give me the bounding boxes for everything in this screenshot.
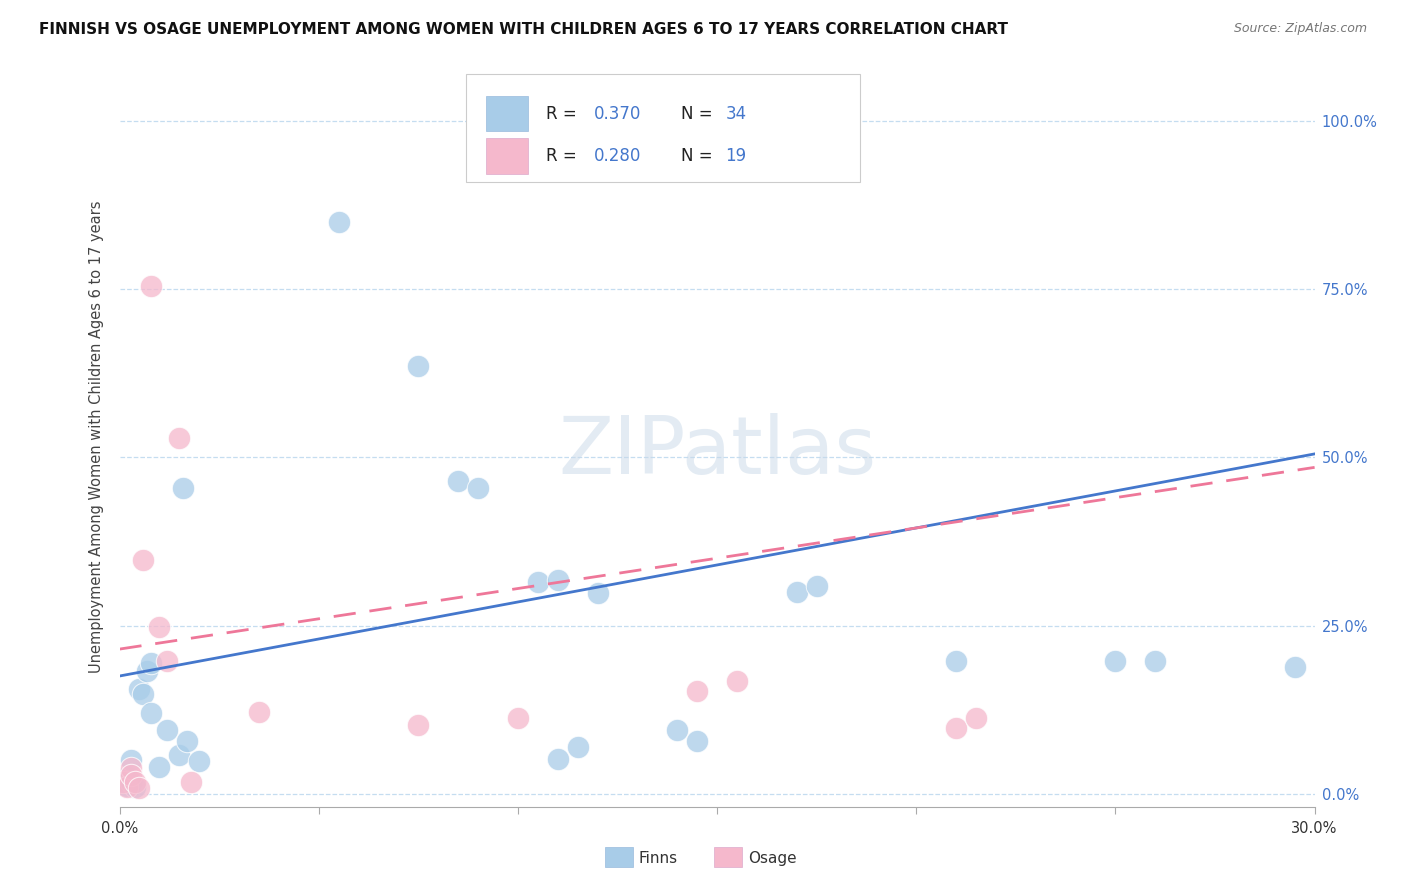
Point	[567, 739, 589, 754]
Point	[408, 359, 430, 374]
Point	[176, 734, 198, 748]
Text: 19: 19	[725, 147, 747, 165]
Point	[188, 755, 211, 769]
Point	[1284, 660, 1306, 674]
Point	[121, 774, 143, 789]
Point	[247, 705, 270, 719]
Point	[121, 761, 143, 775]
Point	[686, 684, 709, 698]
FancyBboxPatch shape	[486, 138, 529, 174]
Point	[124, 780, 146, 794]
Point	[725, 673, 748, 688]
Text: N =: N =	[682, 104, 718, 122]
Text: FINNISH VS OSAGE UNEMPLOYMENT AMONG WOMEN WITH CHILDREN AGES 6 TO 17 YEARS CORRE: FINNISH VS OSAGE UNEMPLOYMENT AMONG WOME…	[39, 22, 1008, 37]
Point	[112, 774, 135, 789]
Point	[666, 723, 689, 737]
Point	[141, 656, 163, 670]
Text: 34: 34	[725, 104, 747, 122]
Point	[945, 654, 967, 668]
Point	[586, 586, 609, 600]
Text: N =: N =	[682, 147, 718, 165]
Text: 0.280: 0.280	[593, 147, 641, 165]
Point	[128, 781, 150, 796]
Point	[547, 573, 569, 587]
Point	[117, 780, 139, 794]
Point	[148, 620, 170, 634]
Point	[117, 770, 139, 784]
Point	[547, 752, 569, 766]
Point	[112, 773, 135, 788]
FancyBboxPatch shape	[486, 95, 529, 131]
Text: Osage: Osage	[748, 851, 797, 865]
Text: R =: R =	[546, 104, 582, 122]
Point	[124, 774, 146, 789]
Point	[686, 734, 709, 748]
Text: 0.370: 0.370	[593, 104, 641, 122]
Point	[169, 432, 191, 446]
Point	[148, 760, 170, 774]
Text: ZIPatlas: ZIPatlas	[558, 413, 876, 491]
Point	[121, 753, 143, 767]
Point	[328, 215, 350, 229]
Text: R =: R =	[546, 147, 582, 165]
Point	[117, 779, 139, 793]
Point	[128, 682, 150, 697]
Y-axis label: Unemployment Among Women with Children Ages 6 to 17 years: Unemployment Among Women with Children A…	[89, 201, 104, 673]
Point	[965, 711, 987, 725]
Point	[467, 481, 489, 495]
Point	[447, 474, 470, 488]
Point	[945, 721, 967, 735]
Point	[806, 580, 828, 594]
Point	[156, 654, 179, 668]
Point	[141, 278, 163, 293]
Point	[1104, 654, 1126, 668]
Point	[141, 706, 163, 720]
Point	[172, 481, 194, 495]
Point	[180, 774, 202, 789]
Point	[121, 768, 143, 782]
Point	[786, 585, 808, 599]
Text: Finns: Finns	[638, 851, 678, 865]
Point	[156, 723, 179, 737]
Point	[408, 718, 430, 732]
Point	[1144, 654, 1167, 668]
Point	[169, 747, 191, 762]
Point	[136, 665, 159, 679]
Point	[527, 574, 550, 589]
Text: Source: ZipAtlas.com: Source: ZipAtlas.com	[1233, 22, 1367, 36]
FancyBboxPatch shape	[467, 74, 860, 182]
Point	[132, 552, 155, 566]
Point	[506, 711, 529, 725]
Point	[132, 687, 155, 701]
